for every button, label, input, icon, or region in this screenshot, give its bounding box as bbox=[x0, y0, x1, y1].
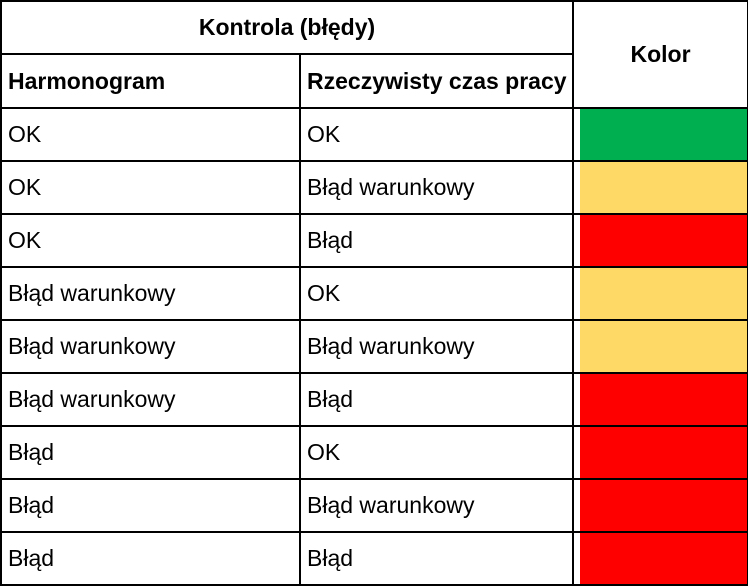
color-cell bbox=[572, 107, 748, 162]
table-row: Błąd warunkowy OK bbox=[0, 266, 748, 321]
actual-cell: Błąd bbox=[299, 531, 574, 586]
schedule-cell: OK bbox=[0, 107, 301, 162]
schedule-cell: Błąd bbox=[0, 425, 301, 480]
schedule-cell: Błąd warunkowy bbox=[0, 319, 301, 374]
table-row: OK Błąd warunkowy bbox=[0, 160, 748, 215]
group-header-cell: Kontrola (błędy) bbox=[0, 0, 574, 55]
actual-cell: OK bbox=[299, 266, 574, 321]
table-row: OK OK bbox=[0, 107, 748, 162]
color-swatch-yellow bbox=[580, 322, 746, 371]
actual-cell: OK bbox=[299, 107, 574, 162]
color-cell bbox=[572, 266, 748, 321]
schedule-header-cell: Harmonogram bbox=[0, 53, 301, 109]
schedule-cell: Błąd warunkowy bbox=[0, 372, 301, 427]
schedule-cell: OK bbox=[0, 213, 301, 268]
color-swatch-yellow bbox=[580, 269, 746, 318]
actual-cell: Błąd warunkowy bbox=[299, 160, 574, 215]
color-header-cell: Kolor bbox=[572, 0, 748, 109]
color-cell bbox=[572, 160, 748, 215]
color-cell bbox=[572, 531, 748, 586]
color-swatch-red bbox=[580, 428, 746, 477]
actual-cell: OK bbox=[299, 425, 574, 480]
color-swatch-red bbox=[580, 375, 746, 424]
table-row: Błąd warunkowy Błąd warunkowy bbox=[0, 319, 748, 374]
color-swatch-red bbox=[580, 534, 746, 583]
color-swatch-green bbox=[580, 110, 746, 159]
color-cell bbox=[572, 319, 748, 374]
actual-cell: Błąd bbox=[299, 213, 574, 268]
actual-cell: Błąd bbox=[299, 372, 574, 427]
color-cell bbox=[572, 425, 748, 480]
color-cell bbox=[572, 478, 748, 533]
table-row: OK Błąd bbox=[0, 213, 748, 268]
actual-cell: Błąd warunkowy bbox=[299, 319, 574, 374]
table-row: Błąd OK bbox=[0, 425, 748, 480]
table-row: Błąd Błąd warunkowy bbox=[0, 478, 748, 533]
table-row: Błąd Błąd bbox=[0, 531, 748, 586]
color-swatch-red bbox=[580, 216, 746, 265]
table-body: OK OK OK Błąd warunkowy OK Błąd Błąd warunkowy… bbox=[0, 107, 748, 586]
header-row-columns: Harmonogram Rzeczywisty czas pracy bbox=[0, 53, 748, 109]
color-swatch-yellow bbox=[580, 163, 746, 212]
actual-header-cell: Rzeczywisty czas pracy bbox=[299, 53, 574, 109]
color-swatch-red bbox=[580, 481, 746, 530]
header-row-group: Kontrola (błędy) Kolor bbox=[0, 0, 748, 109]
color-cell bbox=[572, 213, 748, 268]
schedule-cell: Błąd warunkowy bbox=[0, 266, 301, 321]
schedule-cell: Błąd bbox=[0, 478, 301, 533]
color-cell bbox=[572, 372, 748, 427]
schedule-cell: Błąd bbox=[0, 531, 301, 586]
actual-cell: Błąd warunkowy bbox=[299, 478, 574, 533]
schedule-cell: OK bbox=[0, 160, 301, 215]
table-row: Błąd warunkowy Błąd bbox=[0, 372, 748, 427]
